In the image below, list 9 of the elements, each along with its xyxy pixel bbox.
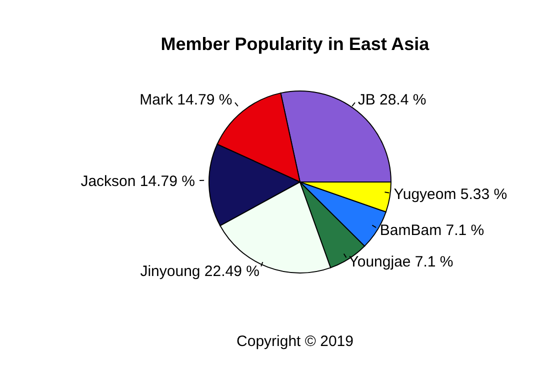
slice-label: Youngjae 7.1 % — [348, 254, 454, 271]
slice-label: Jackson 14.79 % — [80, 172, 195, 190]
slice-label: Jinyoung 22.49 % — [140, 262, 260, 280]
slice-label: JB 28.4 % — [358, 91, 426, 108]
text: Copyright © 2019 — [236, 333, 354, 350]
chart-title: Member Popularity in East Asia — [160, 34, 430, 54]
slice-label: BamBam 7.1 % — [380, 222, 484, 240]
slice-label: Yugyeom 5.33 % — [394, 186, 508, 203]
slice-label: Mark 14.79 % — [140, 91, 232, 108]
